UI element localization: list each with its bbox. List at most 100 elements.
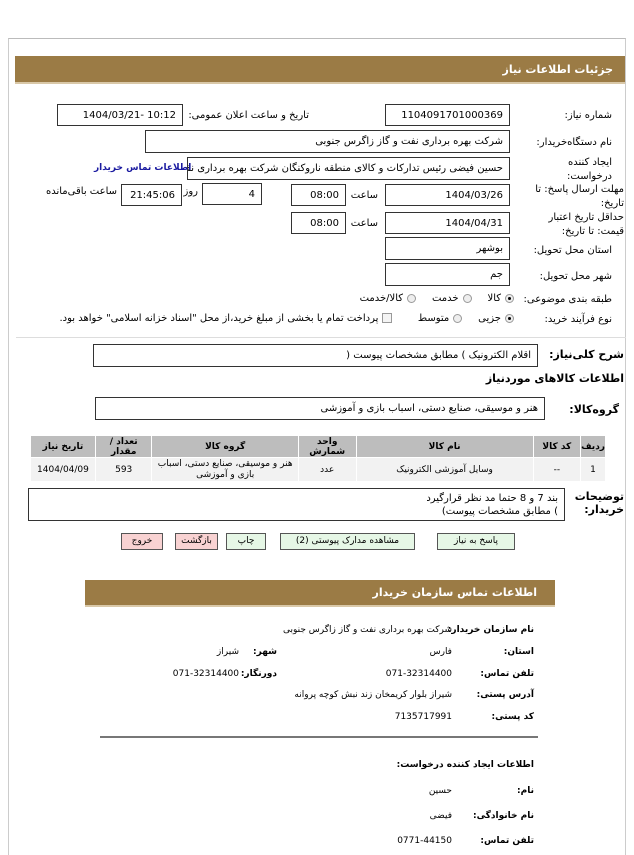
category-radios: کالا خدمت کالا/خدمت xyxy=(360,293,514,304)
family-value: فیضی xyxy=(429,811,452,821)
cell: -- xyxy=(532,457,582,482)
need-number-label: شماره نیاز: xyxy=(564,110,613,121)
attachments-button[interactable]: مشاهده مدارک پیوستی (2) xyxy=(280,533,415,550)
divider xyxy=(16,337,626,338)
category-radio-both[interactable]: کالا/خدمت xyxy=(360,293,417,304)
summary-label: شرح کلی‌نیاز: xyxy=(549,348,624,361)
fax-label: دورنگار: xyxy=(240,669,277,679)
cell: 593 xyxy=(94,457,153,482)
cell: عدد xyxy=(297,457,357,482)
radio-label: متوسط xyxy=(417,313,450,324)
province-value: فارس xyxy=(429,647,452,657)
announce-label: تاریخ و ساعت اعلان عمومی: xyxy=(188,110,309,121)
validity-time-label: ساعت xyxy=(350,218,378,229)
radio-label: خدمت xyxy=(431,293,459,304)
address-label: آدرس پستی: xyxy=(476,690,534,700)
province-label: استان: xyxy=(503,647,534,657)
city-label: شهر محل تحویل: xyxy=(539,271,612,282)
contact-title: اطلاعات تماس سازمان خریدار xyxy=(372,586,537,599)
org-value: شرکت بهره برداری نفت و گاز زاگرس جنوبی xyxy=(283,625,452,635)
radio-label: کالا/خدمت xyxy=(359,293,404,304)
postal-label: کد پستی: xyxy=(491,712,534,722)
cell: 1404/04/09 xyxy=(30,457,96,482)
province-field: بوشهر xyxy=(385,237,510,260)
col-name: نام کالا xyxy=(355,435,534,458)
address-value: شیراز بلوار کریمخان زند نبش کوچه پروانه xyxy=(294,690,452,700)
family-label: نام خانوادگی: xyxy=(472,811,534,821)
creator-phone-value: 0771-44150 xyxy=(397,836,452,846)
phone-value: 071-32314400 xyxy=(385,669,452,679)
col-code: کد کالا xyxy=(532,435,582,458)
city-value: شیراز xyxy=(216,647,239,657)
process-radio-small[interactable]: جزیی xyxy=(478,313,514,324)
col-qty: تعداد / مقدار xyxy=(94,435,153,458)
table-row: 1 -- وسایل آموزشی الکترونیک عدد هنر و مو… xyxy=(30,457,606,482)
goods-group-field: هنر و موسیقی، صنایع دستی، اسباب بازی و آ… xyxy=(95,397,545,420)
province-label: استان محل تحویل: xyxy=(533,245,612,256)
name-value: حسین xyxy=(428,786,452,796)
col-group: گروه کالا xyxy=(151,435,299,458)
radio-icon[interactable] xyxy=(505,293,514,303)
days-field: 4 xyxy=(202,183,262,205)
exit-button[interactable]: خروج xyxy=(121,533,163,550)
print-button[interactable]: چاپ xyxy=(226,533,266,550)
deadline-time-field: 08:00 xyxy=(291,184,346,206)
notes-field: بند 7 و 8 حتما مد نظر قرارگیرد ) مطابق م… xyxy=(28,488,565,521)
cell: هنر و موسیقی، صنایع دستی، اسباب بازی و آ… xyxy=(151,457,299,482)
radio-icon[interactable] xyxy=(407,293,417,303)
goods-group-label: گروه‌کالا: xyxy=(569,403,619,416)
validity-label: حداقل تاریخ اعتبار قیمت: تا تاریخ: xyxy=(548,212,624,237)
category-label: طبقه بندی موضوعی: xyxy=(523,294,612,305)
deadline-date-field: 1404/03/26 xyxy=(385,184,510,206)
back-button[interactable]: بازگشت xyxy=(175,533,218,550)
remaining-label: ساعت باقی‌مانده xyxy=(45,186,117,197)
creator-field: حسین فیضی رئیس تدارکات و کالای منطقه نار… xyxy=(187,157,510,180)
city-label: شهر: xyxy=(253,647,277,657)
city-field: جم xyxy=(385,263,510,286)
announce-field: 1404/03/21- 10:12 xyxy=(57,104,183,126)
radio-label: کالا xyxy=(487,293,501,304)
buyer-org-field: شرکت بهره برداری نفت و گاز زاگرس جنوبی xyxy=(145,130,510,153)
col-date: تاریخ نیاز xyxy=(30,435,96,458)
remaining-time-field: 21:45:06 xyxy=(121,184,182,206)
deadline-time-label: ساعت xyxy=(350,190,378,201)
contact-divider xyxy=(100,736,538,738)
radio-label: جزیی xyxy=(478,313,501,324)
goods-title: اطلاعات کالاهای موردنیاز xyxy=(485,372,624,385)
notes-line: بند 7 و 8 حتما مد نظر قرارگیرد xyxy=(426,493,558,504)
contact-info-link[interactable]: اطلاعات تماس خریدار xyxy=(94,163,192,173)
radio-icon[interactable] xyxy=(453,313,463,323)
radio-icon[interactable] xyxy=(462,293,472,303)
notes-line: ) مطابق مشخصات پیوست) xyxy=(441,506,558,517)
contact-header: اطلاعات تماس سازمان خریدار xyxy=(85,580,555,607)
page-frame xyxy=(8,38,626,855)
reply-button[interactable]: پاسخ به نیاز xyxy=(437,533,515,550)
name-label: نام: xyxy=(517,786,534,796)
postal-value: 7135717991 xyxy=(394,712,452,722)
payment-note: پرداخت تمام یا بخشی از مبلغ خرید،از محل … xyxy=(59,313,379,324)
category-radio-goods[interactable]: کالا xyxy=(487,293,514,304)
buyer-org-label: نام دستگاه‌خریدار: xyxy=(536,137,612,148)
cell: وسایل آموزشی الکترونیک xyxy=(355,457,534,482)
org-label: نام سازمان خریدار: xyxy=(447,625,534,635)
col-row: ردیف xyxy=(580,435,606,458)
process-label: نوع فرآیند خرید: xyxy=(544,314,613,325)
treasury-checkbox[interactable] xyxy=(382,313,393,323)
fax-value: 071-32314400 xyxy=(172,669,239,679)
cell: 1 xyxy=(580,457,606,482)
need-number-field: 1104091701000369 xyxy=(385,104,510,126)
deadline-label: مهلت ارسال پاسخ: تا تاریخ: xyxy=(535,184,624,209)
table-header: ردیف کد کالا نام کالا واحد شمارش گروه کا… xyxy=(30,435,606,458)
header-title: جزئیات اطلاعات نیاز xyxy=(502,62,614,76)
radio-icon[interactable] xyxy=(505,313,514,323)
process-radio-medium[interactable]: متوسط xyxy=(417,313,463,324)
goods-table: ردیف کد کالا نام کالا واحد شمارش گروه کا… xyxy=(30,435,606,482)
creator-info-title: اطلاعات ایجاد کننده درخواست: xyxy=(396,760,534,770)
phone-label: تلفن تماس: xyxy=(480,669,534,679)
category-radio-service[interactable]: خدمت xyxy=(432,293,472,304)
details-header: جزئیات اطلاعات نیاز xyxy=(15,56,625,84)
validity-date-field: 1404/04/31 xyxy=(385,212,510,234)
days-label: روز xyxy=(183,186,199,197)
process-radios: جزیی متوسط پرداخت تمام یا بخشی از مبلغ خ… xyxy=(59,313,514,324)
col-unit: واحد شمارش xyxy=(297,435,357,458)
